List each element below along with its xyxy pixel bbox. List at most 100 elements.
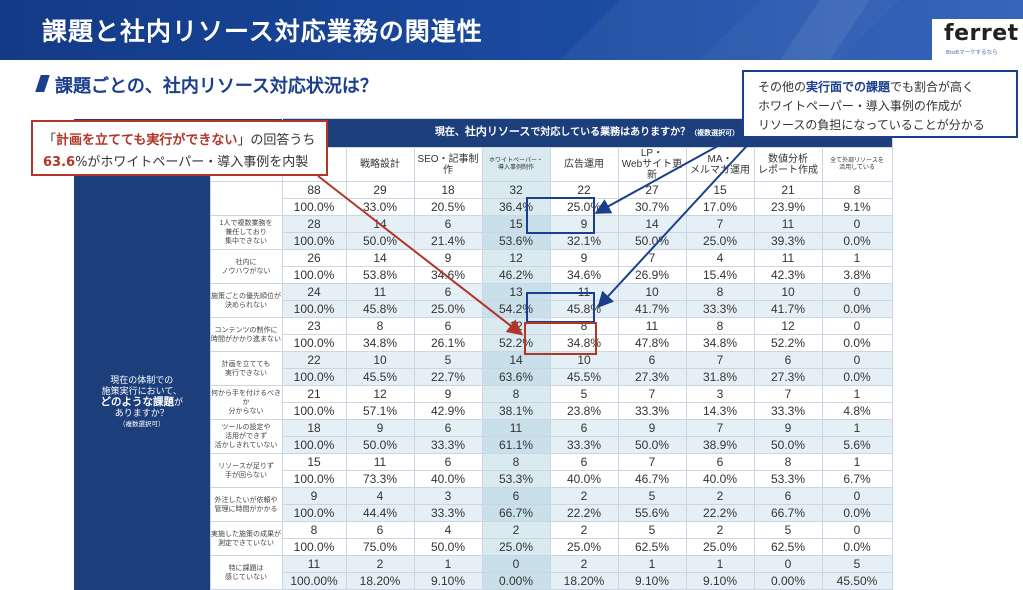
highlight-execution [524,322,597,355]
count-cell: 5 [821,555,893,573]
count-cell: 11 [481,419,551,437]
count-cell: 18 [281,419,347,437]
percent-cell: 22.7% [413,368,483,386]
count-cell: 14 [345,249,415,267]
count-cell: 24 [281,283,347,301]
percent-cell: 33.3% [549,436,619,454]
count-cell: 1 [617,555,687,573]
count-cell: 2 [345,555,415,573]
count-cell: 4 [685,249,755,267]
percent-cell: 62.5% [753,538,823,556]
total-row-label [209,181,283,216]
count-cell: 10 [753,283,823,301]
percent-cell: 45.50% [821,572,893,590]
count-cell: 3 [413,487,483,505]
count-cell: 7 [617,385,687,403]
column-header: 広告運用 [549,147,619,182]
issue-label: 実施した施策の成果が 測定できていない [209,521,283,556]
issue-label: ツールの設定や 活用ができず 活かしきれていない [209,419,283,454]
count-cell: 2 [549,521,619,539]
count-cell: 6 [753,351,823,369]
percent-cell: 3.8% [821,266,893,284]
count-cell: 14 [617,215,687,233]
callout-right-line2: ホワイトペーパー・導入事例の作成が [758,99,962,113]
percent-cell: 31.8% [685,368,755,386]
count-cell: 12 [481,249,551,267]
percent-cell: 100.0% [281,402,347,420]
count-cell: 11 [345,283,415,301]
page-title: 課題と社内リソース対応業務の関連性 [42,17,483,46]
column-header: SEO・記事制作 [413,147,483,182]
count-cell: 1 [821,419,893,437]
issue-label: 特に課題は 感じていない [209,555,283,590]
percent-cell: 6.7% [821,470,893,488]
percent-cell: 25.0% [685,232,755,250]
count-cell: 8 [345,317,415,335]
count-cell: 28 [281,215,347,233]
percent-cell: 47.8% [617,334,687,352]
logo-wordmark: ferret [944,21,1019,46]
count-cell: 15 [685,181,755,199]
table-row: リソースが足りず 手が回らない 15 11 6 8 6 7 6 8 1 [74,453,893,488]
count-cell: 6 [413,453,483,471]
callout-right-line1: その他の実行面での課題でも割合が高く [758,80,975,94]
section-title: 課題ごとの、社内リソース対応状況は？ [55,76,378,97]
count-cell: 2 [549,555,619,573]
percent-cell: 17.0% [685,198,755,216]
count-cell: 1 [413,555,483,573]
table-row: 100.0% 50.0% 33.3% 61.1% 33.3% 50.0% 38.9% 50.0… [74,436,893,454]
percent-cell: 73.3% [345,470,415,488]
percent-cell: 41.7% [617,300,687,318]
count-cell: 88 [281,181,347,199]
count-cell: 1 [821,385,893,403]
percent-cell: 0.0% [821,504,893,522]
percent-cell: 0.00% [753,572,823,590]
count-cell: 1 [821,249,893,267]
percent-cell: 0.0% [821,300,893,318]
count-cell: 4 [413,521,483,539]
percent-cell: 53.8% [345,266,415,284]
percent-cell: 50.0% [345,436,415,454]
percent-cell: 42.3% [753,266,823,284]
percent-cell: 40.0% [549,470,619,488]
percent-cell: 34.8% [345,334,415,352]
count-cell: 29 [345,181,415,199]
percent-cell: 45.8% [345,300,415,318]
table-row: 100.0% 45.5% 22.7% 63.6% 45.5% 27.3% 31.8% 27.3… [74,368,893,386]
count-cell: 2 [685,521,755,539]
percent-cell: 44.4% [345,504,415,522]
percent-cell: 63.6% [481,368,551,386]
count-cell: 21 [281,385,347,403]
callout-other-findings: その他の実行面での課題でも割合が高く ホワイトペーパー・導入事例の作成が リソー… [742,70,1018,138]
table-row: 100.0% 75.0% 50.0% 25.0% 25.0% 62.5% 25.0% 62.5… [74,538,893,556]
count-cell: 9 [413,249,483,267]
count-cell: 23 [281,317,347,335]
count-cell: 22 [281,351,347,369]
percent-cell: 22.2% [549,504,619,522]
percent-cell: 9.10% [413,572,483,590]
count-cell: 10 [345,351,415,369]
percent-cell: 34.6% [549,266,619,284]
percent-cell: 61.1% [481,436,551,454]
table-row: 88 29 18 32 22 27 15 21 8 [74,181,893,216]
count-cell: 6 [345,521,415,539]
count-cell: 0 [821,317,893,335]
count-cell: 11 [345,453,415,471]
count-cell: 9 [753,419,823,437]
issue-label: コンテンツの制作に 時間がかかり進まない [209,317,283,352]
count-cell: 11 [753,249,823,267]
percent-cell: 100.0% [281,300,347,318]
percent-cell: 100.0% [281,538,347,556]
percent-cell: 50.0% [345,232,415,250]
percent-cell: 9.10% [617,572,687,590]
percent-cell: 66.7% [753,504,823,522]
table-row: 100.0% 44.4% 33.3% 66.7% 22.2% 55.6% 22.2% 66.7… [74,504,893,522]
percent-cell: 50.0% [753,436,823,454]
percent-cell: 32.1% [549,232,619,250]
count-cell: 2 [549,487,619,505]
percent-cell: 100.0% [281,232,347,250]
percent-cell: 100.0% [281,504,347,522]
issue-label: 施策ごとの優先順位が 決められない [209,283,283,318]
percent-cell: 9.1% [821,198,893,216]
count-cell: 8 [753,453,823,471]
